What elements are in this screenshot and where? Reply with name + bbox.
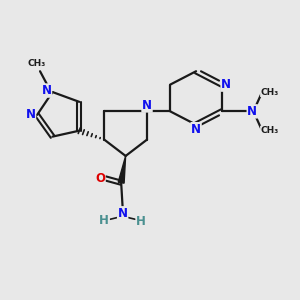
Text: CH₃: CH₃ xyxy=(28,59,46,68)
Text: H: H xyxy=(99,214,109,227)
Text: N: N xyxy=(247,105,257,118)
Text: N: N xyxy=(42,84,52,97)
Text: N: N xyxy=(118,207,128,220)
Text: H: H xyxy=(136,215,146,228)
Text: N: N xyxy=(142,99,152,112)
Text: N: N xyxy=(191,123,201,136)
Text: O: O xyxy=(95,172,105,185)
Polygon shape xyxy=(118,156,126,183)
Text: N: N xyxy=(221,78,231,91)
Text: CH₃: CH₃ xyxy=(261,126,279,135)
Text: CH₃: CH₃ xyxy=(261,88,279,97)
Text: N: N xyxy=(26,108,35,122)
